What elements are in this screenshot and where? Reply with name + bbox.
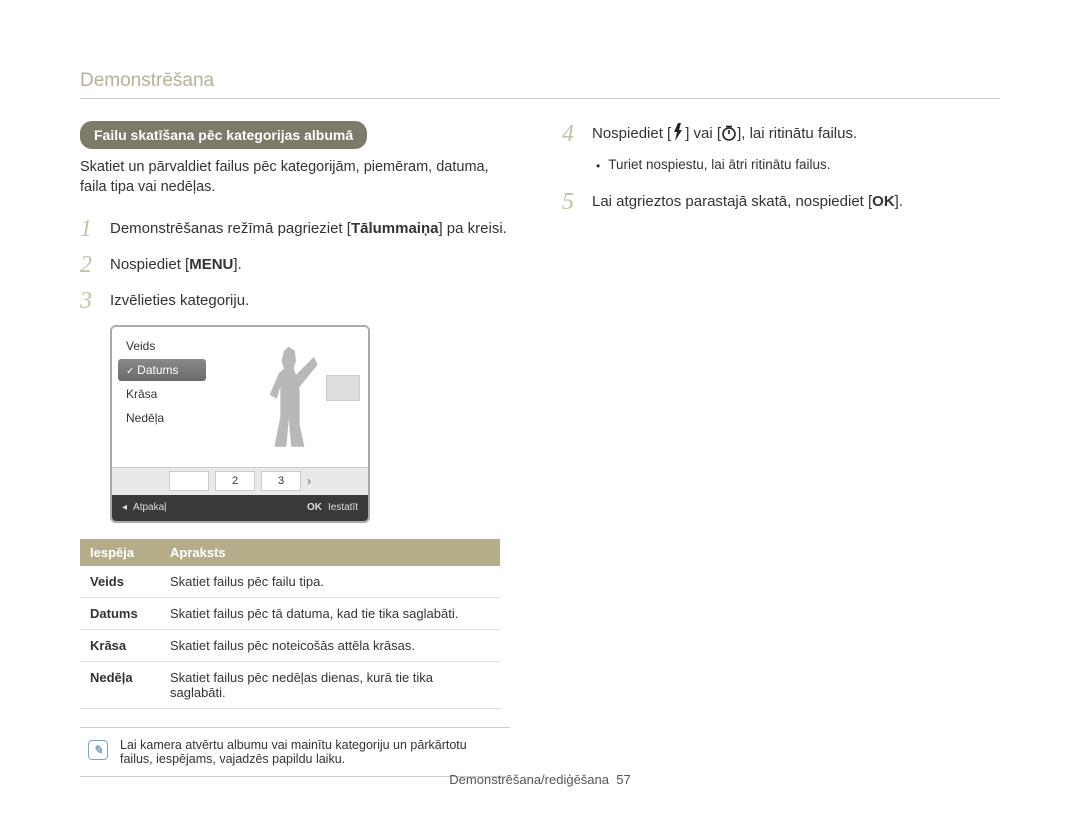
- menu-item-veids: Veids: [118, 335, 206, 357]
- step-text: Nospiediet [MENU].: [110, 252, 518, 277]
- page-header: Demonstrēšana: [80, 70, 1000, 92]
- strip-cell: 3: [261, 471, 301, 491]
- options-table: Iespēja Apraksts VeidsSkatiet failus pēc…: [80, 539, 500, 709]
- table-header-desc: Apraksts: [160, 539, 500, 566]
- flash-icon: [671, 123, 685, 141]
- note-text: Lai kamera atvērtu albumu vai mainītu ka…: [120, 738, 502, 766]
- step-text: Lai atgrieztos parastajā skatā, nospiedi…: [592, 189, 1000, 214]
- table-header-option: Iespēja: [80, 539, 160, 566]
- screenshot-preview: [212, 327, 368, 467]
- section-heading-pill: Failu skatīšana pēc kategorijas albumā: [80, 121, 367, 149]
- table-row: NedēļaSkatiet failus pēc nedēļas dienas,…: [80, 661, 500, 708]
- note-icon: ✎: [88, 740, 108, 760]
- step-2: 2 Nospiediet [MENU].: [80, 252, 518, 278]
- step-text: Nospiediet [] vai [], lai ritinātu failu…: [592, 121, 1000, 146]
- table-row: DatumsSkatiet failus pēc tā datuma, kad …: [80, 597, 500, 629]
- step-4: 4 Nospiediet [] vai [], lai ritinātu fai…: [562, 121, 1000, 147]
- step-text: Izvēlieties kategoriju.: [110, 288, 518, 313]
- strip-cell: [169, 471, 209, 491]
- step-number: 2: [80, 252, 100, 278]
- left-column: Failu skatīšana pēc kategorijas albumā S…: [80, 121, 518, 777]
- chevron-right-icon: ›: [307, 474, 311, 488]
- step-number: 3: [80, 288, 100, 314]
- step-number: 1: [80, 216, 100, 242]
- step-number: 5: [562, 189, 582, 215]
- menu-item-krasa: Krāsa: [118, 383, 206, 405]
- table-row: KrāsaSkatiet failus pēc noteicošās attēl…: [80, 629, 500, 661]
- step-1: 1 Demonstrēšanas režīmā pagrieziet [Tālu…: [80, 216, 518, 242]
- screenshot-thumb-strip: 2 3 ›: [112, 467, 368, 495]
- content-columns: Failu skatīšana pēc kategorijas albumā S…: [80, 121, 1000, 777]
- step-3: 3 Izvēlieties kategoriju.: [80, 288, 518, 314]
- menu-item-datums: Datums: [118, 359, 206, 381]
- strip-cell: 2: [215, 471, 255, 491]
- header-rule: [80, 98, 1000, 99]
- thumb-icon: [326, 375, 360, 401]
- screenshot-menu: Veids Datums Krāsa Nedēļa: [112, 327, 212, 467]
- step-number: 4: [562, 121, 582, 147]
- silhouette-icon: [260, 347, 320, 447]
- timer-icon: [721, 125, 737, 141]
- step-5: 5 Lai atgrieztos parastajā skatā, nospie…: [562, 189, 1000, 215]
- category-select-screenshot: Veids Datums Krāsa Nedēļa 2 3 › ◂Atpakaļ…: [110, 325, 370, 523]
- note-box: ✎ Lai kamera atvērtu albumu vai mainītu …: [80, 727, 510, 777]
- menu-item-nedela: Nedēļa: [118, 407, 206, 429]
- step-4-note: Turiet nospiestu, lai ātri ritinātu fail…: [596, 157, 1000, 176]
- screenshot-footer: ◂Atpakaļ OKIestatīt: [112, 495, 368, 521]
- page-footer: Demonstrēšana/rediģēšana 57: [0, 772, 1080, 787]
- table-row: VeidsSkatiet failus pēc failu tipa.: [80, 566, 500, 598]
- triangle-left-icon: ◂: [122, 502, 127, 513]
- step-text: Demonstrēšanas režīmā pagrieziet [Tālumm…: [110, 216, 518, 241]
- intro-text: Skatiet un pārvaldiet failus pēc kategor…: [80, 157, 518, 198]
- right-column: 4 Nospiediet [] vai [], lai ritinātu fai…: [562, 121, 1000, 777]
